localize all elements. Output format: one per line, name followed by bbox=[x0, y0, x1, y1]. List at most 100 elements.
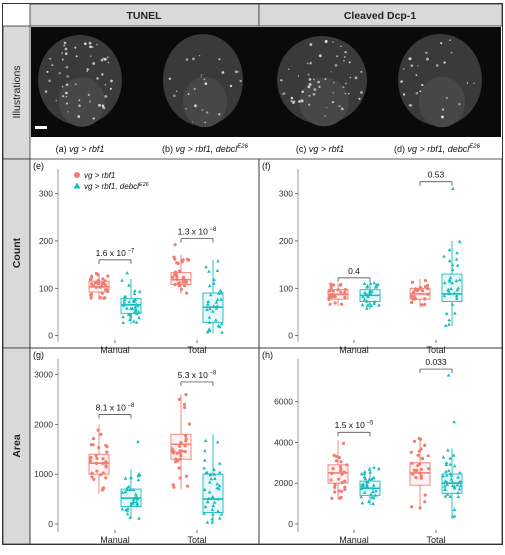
data-point bbox=[444, 469, 448, 473]
box-group bbox=[327, 282, 349, 307]
apoptotic-signal-dot bbox=[175, 90, 178, 92]
data-point bbox=[331, 467, 335, 471]
box-group bbox=[170, 243, 192, 295]
data-point bbox=[447, 258, 452, 263]
data-point bbox=[450, 515, 455, 519]
y-tick-label: 100 bbox=[39, 283, 53, 293]
data-point bbox=[125, 306, 129, 310]
data-point bbox=[123, 476, 128, 480]
significance-bracket: 0.033 bbox=[419, 357, 453, 374]
data-point bbox=[177, 397, 182, 401]
micrograph-b bbox=[163, 34, 243, 128]
data-point bbox=[418, 506, 422, 510]
data-point bbox=[101, 461, 105, 465]
data-point bbox=[131, 499, 136, 504]
legend-label-rbf1: vg > rbf1 bbox=[84, 171, 115, 180]
data-point bbox=[452, 464, 457, 468]
data-point bbox=[373, 493, 378, 497]
data-point bbox=[458, 470, 462, 474]
apoptotic-signal-dot bbox=[101, 73, 104, 76]
apoptotic-signal-dot bbox=[402, 93, 406, 96]
box-group bbox=[441, 373, 463, 519]
data-point bbox=[203, 438, 208, 443]
data-point bbox=[137, 516, 141, 520]
apoptotic-signal-dot bbox=[204, 121, 207, 124]
apoptotic-signal-dot bbox=[332, 41, 334, 43]
apoptotic-signal-dot bbox=[106, 56, 109, 59]
apoptotic-signal-dot bbox=[89, 100, 91, 103]
apoptotic-signal-dot bbox=[66, 75, 70, 78]
apoptotic-signal-dot bbox=[449, 39, 451, 41]
data-point bbox=[170, 447, 174, 451]
apoptotic-signal-dot bbox=[198, 54, 201, 57]
data-point bbox=[209, 477, 213, 481]
data-point bbox=[444, 311, 449, 315]
legend: vg > rbf1 vg > rbf1, debclE26 bbox=[73, 171, 150, 191]
data-point bbox=[452, 486, 457, 490]
data-point bbox=[423, 297, 427, 301]
data-point bbox=[216, 323, 221, 328]
strip-label-dcp1: Cleaved Dcp-1 bbox=[344, 10, 417, 22]
data-point bbox=[417, 449, 421, 453]
apoptotic-signal-dot bbox=[445, 96, 448, 100]
data-point bbox=[125, 487, 129, 491]
data-point bbox=[332, 453, 336, 457]
apoptotic-signal-dot bbox=[65, 95, 68, 98]
p-value-label: 8.1 x 10 −8 bbox=[96, 402, 135, 412]
data-point bbox=[452, 291, 457, 295]
data-point bbox=[441, 474, 445, 478]
data-point bbox=[364, 479, 369, 484]
data-point bbox=[331, 292, 335, 296]
data-point bbox=[184, 393, 188, 397]
apoptotic-signal-dot bbox=[63, 41, 67, 45]
box-group bbox=[202, 434, 224, 524]
y-tick-label: 3000 bbox=[34, 369, 53, 379]
significance-bracket: 0.53 bbox=[419, 170, 453, 186]
apoptotic-signal-dot bbox=[358, 97, 361, 100]
data-point bbox=[202, 466, 206, 470]
apoptotic-signal-dot bbox=[239, 79, 242, 83]
apoptotic-signal-dot bbox=[331, 101, 334, 104]
data-point bbox=[330, 496, 334, 500]
apoptotic-signal-dot bbox=[307, 73, 310, 76]
scale-bar bbox=[35, 126, 47, 129]
panel-letter-g: (g) bbox=[33, 350, 44, 360]
data-point bbox=[203, 448, 207, 453]
data-point bbox=[360, 302, 365, 307]
data-point bbox=[220, 330, 224, 334]
data-point bbox=[215, 482, 220, 486]
row-label-illustrations: Illustrations bbox=[11, 65, 23, 118]
data-point bbox=[202, 511, 206, 515]
data-point bbox=[203, 458, 207, 462]
apoptotic-signal-dot bbox=[194, 104, 197, 108]
apoptotic-signal-dot bbox=[308, 78, 312, 81]
apoptotic-signal-dot bbox=[343, 60, 345, 62]
data-point bbox=[367, 477, 372, 481]
data-point bbox=[208, 480, 212, 484]
data-point bbox=[343, 479, 347, 483]
data-point bbox=[210, 517, 214, 521]
box bbox=[170, 272, 192, 285]
data-point bbox=[218, 470, 222, 474]
data-point bbox=[128, 317, 132, 321]
data-point bbox=[205, 307, 209, 311]
data-point bbox=[365, 299, 369, 303]
data-point bbox=[442, 293, 447, 298]
apoptotic-signal-dot bbox=[425, 51, 428, 54]
data-point bbox=[218, 288, 223, 292]
data-point bbox=[171, 275, 175, 279]
row-label-area: Area bbox=[11, 434, 23, 458]
data-point bbox=[327, 297, 331, 301]
data-point bbox=[447, 318, 451, 322]
apoptotic-signal-dot bbox=[344, 51, 347, 54]
data-point bbox=[215, 440, 220, 444]
data-point bbox=[132, 291, 137, 295]
data-point bbox=[211, 503, 216, 508]
data-point bbox=[457, 277, 462, 282]
data-point bbox=[133, 307, 138, 312]
data-point bbox=[95, 469, 99, 473]
apoptotic-signal-dot bbox=[308, 103, 311, 106]
apoptotic-signal-dot bbox=[309, 61, 312, 65]
data-point bbox=[213, 476, 217, 480]
